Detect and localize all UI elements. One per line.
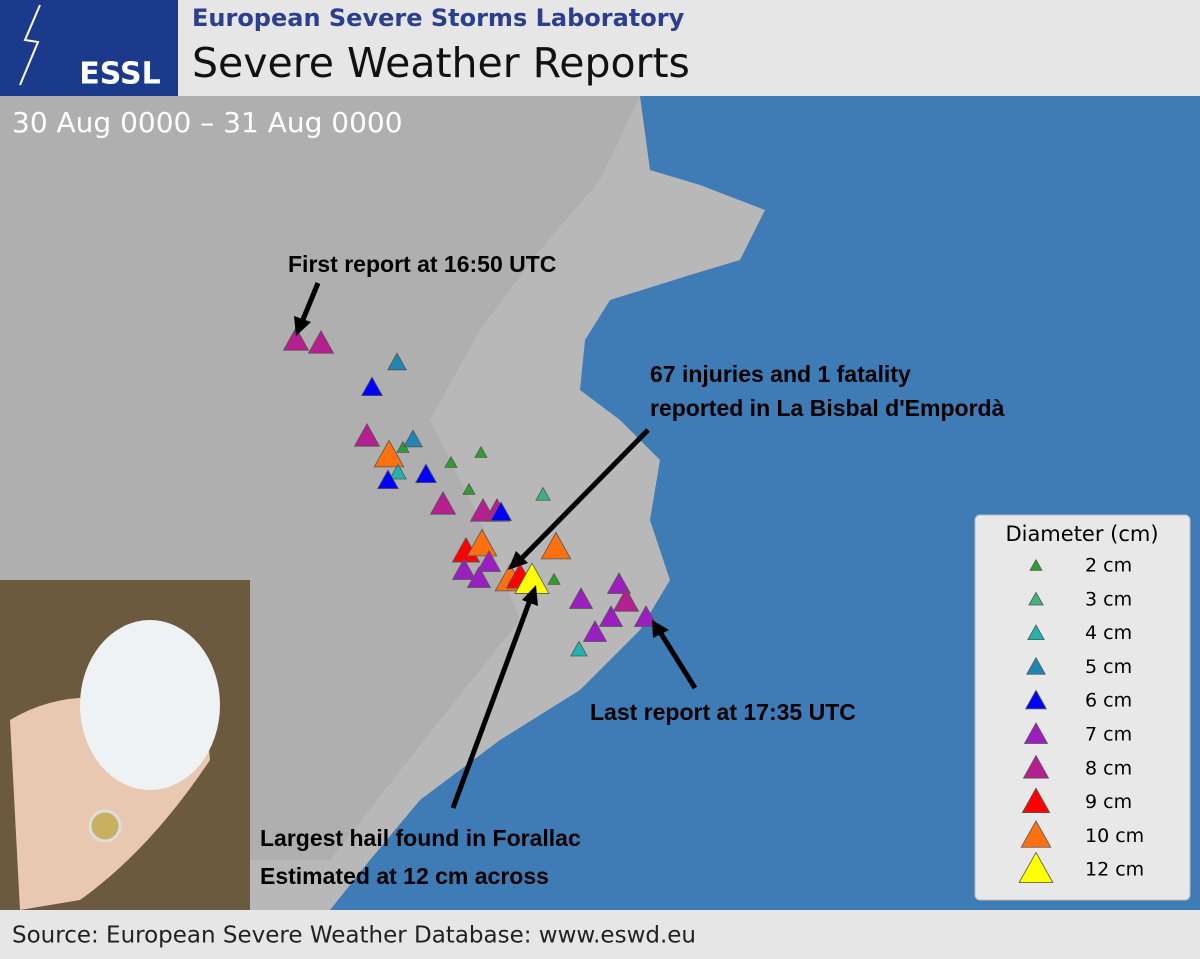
legend-label: 12 cm bbox=[1085, 859, 1144, 881]
organization: European Severe Storms Laboratory bbox=[192, 4, 685, 32]
legend-marker bbox=[1027, 624, 1045, 641]
hail-report bbox=[476, 550, 502, 572]
annotation: reported in La Bisbal d'Empordà bbox=[650, 395, 1005, 421]
hail-report bbox=[462, 482, 476, 495]
hail-report bbox=[387, 352, 407, 371]
hail-report bbox=[568, 587, 594, 609]
legend-marker bbox=[1024, 689, 1048, 710]
hail-report bbox=[612, 587, 640, 612]
legend-title: Diameter (cm) bbox=[1005, 522, 1158, 546]
legend-label: 3 cm bbox=[1085, 588, 1132, 610]
hail-report bbox=[633, 605, 659, 627]
source: Source: European Severe Weather Database… bbox=[12, 923, 696, 949]
legend-marker bbox=[1020, 820, 1052, 848]
arrowheads bbox=[294, 316, 669, 638]
legend-label: 8 cm bbox=[1085, 757, 1132, 779]
legend-label: 10 cm bbox=[1085, 825, 1144, 847]
hail-report bbox=[570, 640, 588, 657]
hail-report bbox=[489, 501, 513, 522]
legend-marker bbox=[1023, 722, 1049, 744]
period: 30 Aug 0000 – 31 Aug 0000 bbox=[12, 106, 403, 139]
hail-report bbox=[444, 455, 458, 468]
hail-report bbox=[540, 531, 572, 560]
hail-report bbox=[429, 490, 457, 515]
legend-marker bbox=[1028, 591, 1044, 606]
hail-report bbox=[474, 445, 488, 458]
hail-report bbox=[451, 558, 477, 580]
logo-bolt bbox=[19, 4, 41, 86]
legend-label: 5 cm bbox=[1085, 656, 1132, 678]
photo-hail bbox=[80, 620, 220, 790]
hail-report bbox=[466, 566, 492, 588]
legend-label: 2 cm bbox=[1085, 555, 1132, 577]
hail-report bbox=[535, 486, 551, 501]
legend-marker bbox=[1026, 656, 1046, 675]
annotation: First report at 16:50 UTC bbox=[288, 251, 556, 277]
title: Severe Weather Reports bbox=[192, 39, 690, 87]
legend-marker bbox=[1022, 754, 1050, 779]
legend-label: 7 cm bbox=[1085, 724, 1132, 746]
legend-marker bbox=[1021, 787, 1051, 814]
annotation: Estimated at 12 cm across bbox=[260, 863, 549, 889]
legend-label: 9 cm bbox=[1085, 791, 1132, 813]
hail-report bbox=[353, 422, 381, 447]
header-bar bbox=[0, 0, 1200, 96]
legend-marker bbox=[1029, 558, 1043, 571]
hail-report bbox=[373, 439, 405, 468]
legend-label: 6 cm bbox=[1085, 690, 1132, 712]
annotation: Largest hail found in Forallac bbox=[260, 825, 581, 851]
annotation: 67 injuries and 1 fatality bbox=[650, 361, 911, 387]
hail-report bbox=[376, 469, 400, 490]
photo-coin bbox=[88, 809, 122, 843]
hail-report bbox=[360, 376, 384, 397]
logo-text: ESSL bbox=[79, 57, 160, 92]
hail-report bbox=[547, 572, 561, 585]
logo bbox=[0, 0, 178, 96]
arrows bbox=[299, 282, 698, 809]
hail-report bbox=[282, 326, 310, 351]
annotation: Last report at 17:35 UTC bbox=[590, 699, 856, 725]
footer-bar bbox=[0, 910, 1200, 959]
legend-marker bbox=[1018, 851, 1054, 884]
legend-label: 4 cm bbox=[1085, 622, 1132, 644]
hail-report bbox=[466, 528, 498, 557]
hail-report bbox=[307, 329, 335, 354]
legend-box bbox=[974, 514, 1191, 901]
hail-report bbox=[389, 463, 407, 480]
hail-report bbox=[606, 572, 632, 594]
hail-report bbox=[403, 429, 423, 448]
hail-report bbox=[414, 463, 438, 484]
hail-report bbox=[598, 605, 624, 627]
hail-report bbox=[582, 620, 608, 642]
